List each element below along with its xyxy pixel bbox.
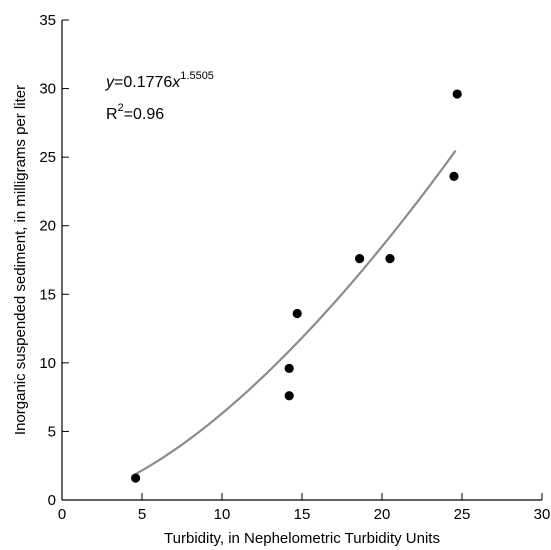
r-squared-superscript: 2	[118, 102, 124, 114]
data-point	[355, 254, 365, 264]
x-tick-label: 10	[214, 506, 231, 523]
x-tick-label: 25	[454, 506, 471, 523]
plot-area	[61, 20, 542, 501]
y-tick-label: 5	[48, 423, 56, 440]
data-point	[284, 363, 294, 373]
x-axis-title: Turbidity, in Nephelometric Turbidity Un…	[164, 530, 440, 547]
y-axis-ticks: 0 5 10 15 20 25 30 35	[39, 12, 69, 509]
y-tick-label: 10	[39, 355, 56, 372]
x-axis-ticks: 0 5 10 15 20 25 30	[58, 493, 551, 523]
equation-x: x	[171, 74, 181, 91]
equation-exponent: 1.5505	[180, 70, 214, 82]
y-tick-label: 25	[39, 149, 56, 166]
y-tick-label: 30	[39, 81, 56, 98]
data-point	[449, 171, 459, 181]
data-point	[452, 89, 462, 99]
x-tick-label: 5	[138, 506, 146, 523]
y-tick-label: 0	[48, 492, 56, 509]
equation-coef: =0.1776	[114, 74, 172, 91]
x-tick-label: 20	[374, 506, 391, 523]
trend-line	[135, 150, 457, 476]
r-squared-r: R	[106, 106, 118, 123]
y-tick-label: 15	[39, 286, 56, 303]
data-points	[131, 89, 462, 483]
data-point	[131, 473, 141, 483]
data-point	[284, 391, 294, 401]
y-axis-title: Inorganic suspended sediment, in milligr…	[12, 85, 29, 435]
data-point	[385, 254, 395, 264]
data-point	[292, 308, 302, 319]
x-tick-label: 15	[294, 506, 311, 523]
x-tick-label: 30	[534, 506, 551, 523]
r-squared-annotation: R2=0.96	[106, 102, 164, 123]
x-tick-label: 0	[58, 506, 66, 523]
equation-y: y	[105, 74, 115, 91]
equation-annotation: y=0.1776x1.5505	[105, 70, 214, 91]
r-squared-value: =0.96	[124, 106, 165, 123]
y-tick-label: 20	[39, 218, 56, 235]
y-tick-label: 35	[39, 12, 56, 29]
